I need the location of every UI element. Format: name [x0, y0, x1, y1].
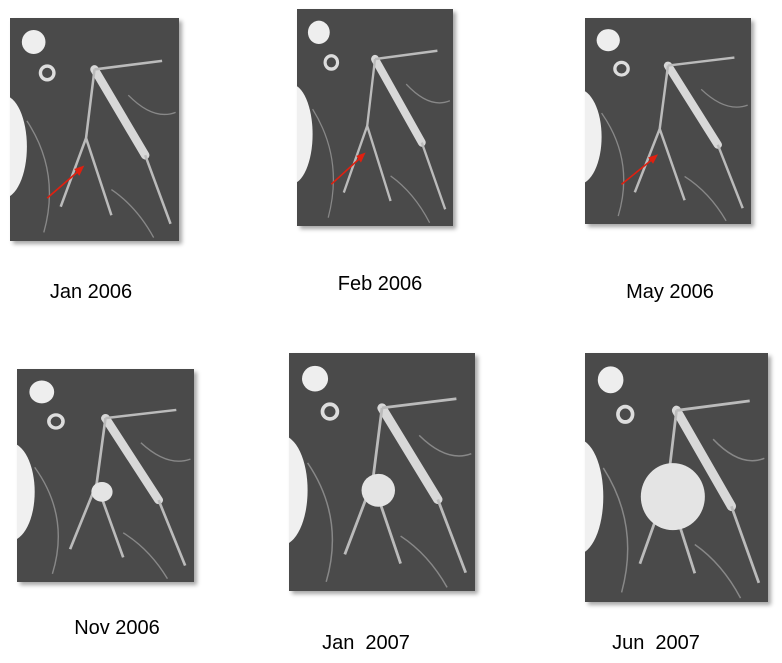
red-arrow-icon [620, 156, 656, 185]
vessel [371, 54, 426, 147]
vessel-cross-section [596, 29, 620, 52]
bronchus-cross-section [47, 413, 65, 430]
vessel [101, 414, 164, 505]
bronchus-cross-section [320, 402, 340, 421]
lung-parenchyma [17, 369, 194, 582]
vessel-cross-section [302, 365, 329, 392]
lung-parenchyma [10, 18, 179, 241]
nodule [640, 463, 705, 531]
vessel [671, 405, 736, 512]
ct-scan-jan-2006 [10, 18, 179, 241]
mediastinum-structure [585, 441, 604, 552]
mediastinum-structure [10, 97, 27, 196]
ct-scan-feb-2006 [297, 9, 453, 226]
fine-vessels [26, 94, 176, 238]
bronchus-cross-section [38, 64, 56, 82]
vessel-branches [633, 56, 744, 209]
label-feb-2006: Feb 2006 [337, 273, 423, 295]
vessel-cross-section [29, 380, 55, 404]
vessel-cross-section [597, 366, 624, 394]
fine-vessels [602, 438, 765, 599]
label-jun-2007: Jun 2007 [612, 632, 700, 654]
label-may-2006: May 2006 [626, 281, 714, 303]
vessel-branches [342, 49, 447, 210]
vessel-cross-section [21, 30, 46, 55]
mediastinum-structure [297, 86, 313, 183]
vessel [90, 65, 150, 160]
lung-parenchyma [297, 9, 453, 226]
vessel [377, 403, 443, 505]
vessel-branches [59, 59, 172, 225]
ct-scan-jun-2007 [585, 353, 768, 602]
vessel-branches [638, 399, 761, 584]
nodule [361, 473, 396, 507]
red-arrow-icon [46, 168, 82, 199]
vessel-branches [343, 397, 468, 574]
bronchus-cross-section [616, 404, 635, 424]
label-jan-2007: Jan 2007 [322, 632, 410, 654]
bronchus-cross-section [613, 60, 630, 77]
red-arrow-icon [330, 155, 364, 185]
mediastinum-structure [585, 91, 602, 183]
vessel [663, 61, 722, 149]
mediastinum-structure [289, 437, 308, 543]
ct-scan-jan-2007 [289, 353, 475, 591]
vessel-branches [68, 408, 187, 567]
label-nov-2006: Nov 2006 [74, 617, 160, 639]
fine-vessels [312, 83, 451, 223]
fine-vessels [34, 442, 191, 580]
label-jan-2006: Jan 2006 [49, 281, 133, 303]
vessel-cross-section [307, 20, 330, 45]
lung-parenchyma [585, 18, 751, 224]
fine-vessels [601, 88, 748, 222]
nodule [91, 482, 113, 502]
fine-vessels [306, 434, 472, 588]
ct-scan-nov-2006 [17, 369, 194, 582]
lung-parenchyma [289, 353, 475, 591]
ct-scan-may-2006 [585, 18, 751, 224]
bronchus-cross-section [323, 54, 340, 71]
mediastinum-structure [17, 444, 35, 539]
